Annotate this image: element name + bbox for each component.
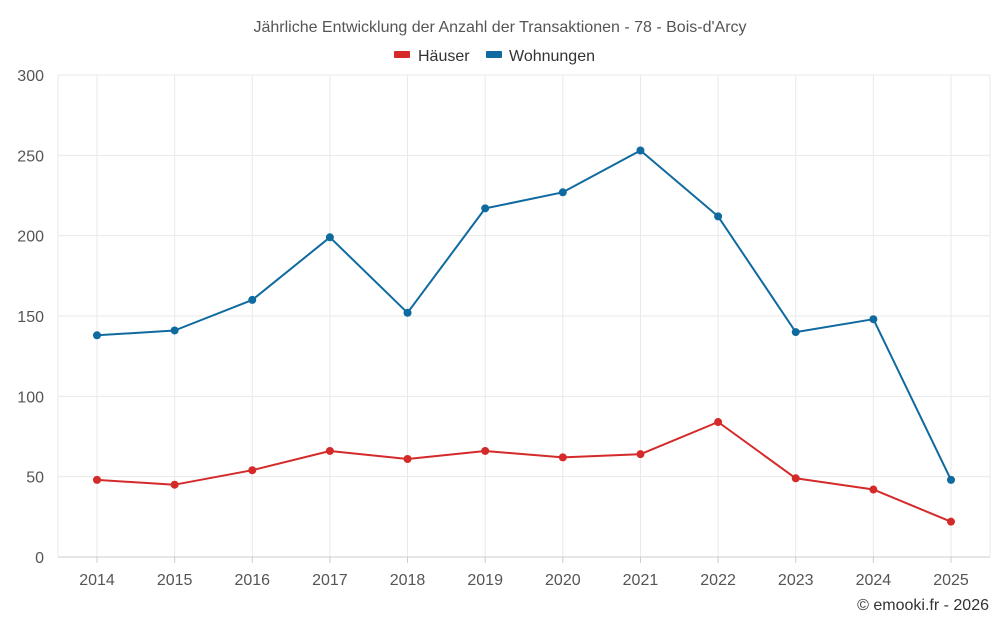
series-line-wohnungen <box>96 149 952 481</box>
data-point-haeuser[interactable]: Häuser 2015: 45 <box>170 480 179 489</box>
legend-swatch-haeuser <box>394 51 410 58</box>
axes: 0 50 100 150 200 250 300 2014 2015 2016 2017 2018 20… <box>17 68 990 589</box>
data-point-haeuser[interactable]: Häuser 2014: 48 <box>93 475 101 484</box>
data-point-haeuser[interactable]: Häuser 2020: 62 <box>558 453 567 462</box>
data-point-haeuser[interactable]: Häuser 2021: 64 <box>636 450 645 459</box>
legend-label-wohnungen: Wohnungen <box>509 48 595 65</box>
data-point-wohnungen[interactable]: Wohnungen 2019: 217 <box>481 204 490 213</box>
data-point-haeuser[interactable]: Häuser 2018: 61 <box>403 454 412 463</box>
x-tick-label: 2023 <box>778 572 814 589</box>
credit-text: © emooki.fr - 2026 <box>857 597 989 614</box>
x-tick-label: 2017 <box>312 572 348 589</box>
data-point-wohnungen[interactable]: Wohnungen 2022: 212 <box>714 212 723 221</box>
data-point-wohnungen[interactable]: Wohnungen 2020: 227 <box>558 188 567 197</box>
legend-swatch-wohnungen <box>486 51 502 58</box>
legend-item-haeuser[interactable]: Häuser <box>394 48 470 65</box>
series: Häuser 2014: 48 Häuser 2015: 45 Häuser 201… <box>93 146 955 526</box>
data-point-wohnungen[interactable]: Wohnungen 2017: 199 <box>325 233 334 242</box>
x-tick-label: 2015 <box>157 572 193 589</box>
data-point-haeuser[interactable]: Häuser 2017: 66 <box>325 446 334 455</box>
legend-item-wohnungen[interactable]: Wohnungen <box>486 48 595 65</box>
x-tick-label: 2021 <box>623 572 659 589</box>
x-tick-label: 2016 <box>234 572 270 589</box>
legend: Häuser Wohnungen <box>394 48 595 65</box>
series-wohnungen: Wohnungen 2014: 138 Wohnungen 2015: 141 Wo… <box>93 146 955 484</box>
series-haeuser: Häuser 2014: 48 Häuser 2015: 45 Häuser 201… <box>93 418 955 526</box>
y-tick-label: 200 <box>17 229 44 246</box>
data-point-haeuser[interactable]: Häuser 2022: 84 <box>714 418 723 427</box>
data-point-wohnungen[interactable]: Wohnungen 2015: 141 <box>170 326 179 335</box>
y-tick-label: 150 <box>17 309 44 326</box>
x-tick-label: 2022 <box>700 572 736 589</box>
data-point-wohnungen[interactable]: Wohnungen 2021: 253 <box>636 146 645 155</box>
grid <box>57 74 991 557</box>
chart-title: Jährliche Entwicklung der Anzahl der Tra… <box>253 19 746 36</box>
x-tick-label: 2014 <box>79 572 115 589</box>
series-line-haeuser <box>96 421 952 523</box>
legend-label-haeuser: Häuser <box>418 48 470 65</box>
data-point-haeuser[interactable]: Häuser 2024: 42 <box>869 485 878 494</box>
data-point-wohnungen[interactable]: Wohnungen 2014: 138 <box>93 331 101 340</box>
data-point-wohnungen[interactable]: Wohnungen 2025: 48 <box>947 475 955 484</box>
x-tick-label: 2025 <box>933 572 969 589</box>
data-point-wohnungen[interactable]: Wohnungen 2024: 148 <box>869 315 878 324</box>
data-point-haeuser[interactable]: Häuser 2023: 49 <box>791 474 800 483</box>
x-tick-label: 2019 <box>467 572 503 589</box>
data-point-wohnungen[interactable]: Wohnungen 2016: 160 <box>248 295 257 304</box>
y-tick-label: 300 <box>17 68 44 85</box>
y-tick-label: 250 <box>17 148 44 165</box>
x-tick-label: 2020 <box>545 572 581 589</box>
y-tick-label: 50 <box>26 470 44 487</box>
y-tick-label: 0 <box>35 550 44 567</box>
data-point-haeuser[interactable]: Häuser 2016: 54 <box>248 466 257 475</box>
data-point-wohnungen[interactable]: Wohnungen 2018: 152 <box>403 308 412 317</box>
x-tick-label: 2018 <box>390 572 426 589</box>
y-tick-label: 100 <box>17 389 44 406</box>
x-tick-label: 2024 <box>856 572 892 589</box>
data-point-haeuser[interactable]: Häuser 2025: 22 <box>947 517 955 526</box>
data-point-haeuser[interactable]: Häuser 2019: 66 <box>481 446 490 455</box>
data-point-wohnungen[interactable]: Wohnungen 2023: 140 <box>791 328 800 337</box>
